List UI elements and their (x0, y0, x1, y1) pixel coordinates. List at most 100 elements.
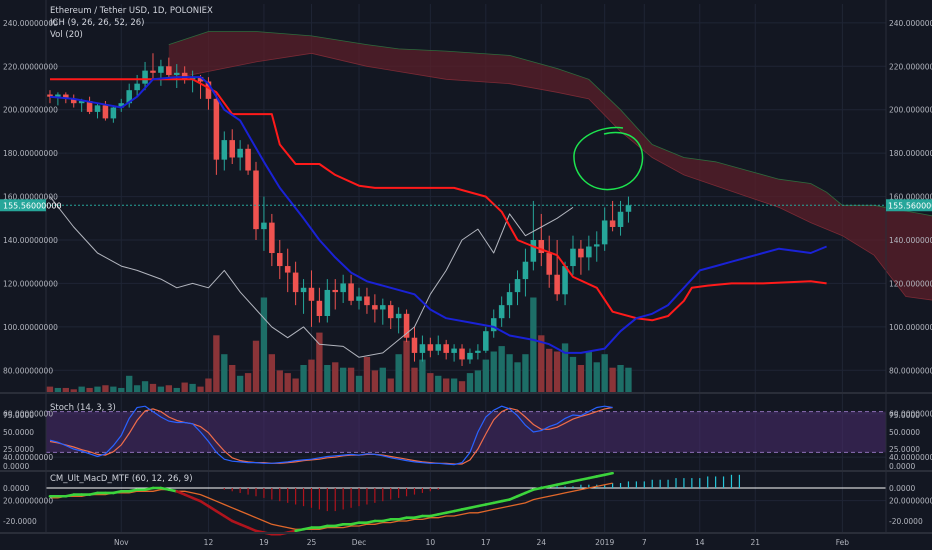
price-tick-label: 60.00000000 (3, 410, 53, 419)
macd-pane[interactable] (46, 471, 886, 536)
macd-line-segment (547, 483, 559, 488)
candle-body (134, 83, 140, 91)
volume-bar (173, 387, 180, 392)
candle-body (443, 344, 449, 353)
macd-line-segment (143, 486, 155, 491)
candle-body (546, 253, 552, 275)
volume-bar (482, 359, 489, 392)
macd-line-segment (508, 494, 519, 501)
candle-body (269, 222, 275, 254)
candle-body (490, 318, 497, 332)
volume-bar (577, 365, 585, 392)
macd-line-segment (516, 491, 527, 498)
date-tick-label: 25 (307, 538, 317, 547)
candle-body (78, 101, 85, 104)
stochastic-legend[interactable]: Stoch (14, 3, 3) (50, 403, 116, 413)
macd-line-segment (333, 522, 345, 528)
candle-body (411, 337, 418, 353)
price-badge-right-text: 155.56000000 (888, 201, 932, 210)
candle-body (380, 305, 386, 310)
volume-bar (126, 375, 133, 392)
macd-line-segment (468, 504, 480, 510)
volume-bar (490, 351, 497, 392)
price-badge-left-text: 155.56000000 (3, 201, 62, 210)
candle-body (435, 344, 442, 351)
candle-body (625, 205, 632, 212)
volume-bar (284, 373, 291, 392)
price-badge: 155.56000000 155.56000000 (0, 199, 932, 212)
date-tick-label: 17 (481, 538, 491, 547)
candle-body (189, 77, 196, 80)
price-tick-label: 160.00000000 (889, 193, 932, 202)
macd-line-segment (452, 508, 464, 513)
macd-line-segment (199, 499, 210, 508)
candle-body (617, 211, 624, 227)
candle-body (261, 222, 267, 230)
price-pane[interactable] (46, 31, 932, 393)
candle-body (586, 246, 592, 258)
macd-line-segment (476, 503, 488, 508)
macd-legend[interactable]: CM_Ult_MacD_MTF (60, 12, 26, 9) (50, 474, 193, 484)
macd-tick-label: 0.0000 (889, 484, 915, 493)
price-tick-label: 220.00000000 (3, 62, 58, 71)
volume-bar (292, 378, 299, 392)
candle-body (451, 348, 457, 353)
symbol-title[interactable]: Ethereum / Tether USD, 1D, POLONIEX (50, 6, 213, 16)
volume-bar (474, 370, 482, 392)
pane-separators (0, 0, 932, 534)
candle-body (403, 313, 410, 338)
macd-line-segment (175, 489, 186, 496)
volume-legend[interactable]: Vol (20) (50, 30, 83, 40)
macd-tick-label: 0.0000 (3, 484, 29, 493)
ichimoku-legend[interactable]: ICH (9, 26, 26, 52, 26) (50, 18, 144, 28)
volume-bar (252, 340, 260, 392)
macd-line-segment (603, 471, 614, 477)
candle-body (55, 94, 61, 97)
volume-bar (165, 385, 172, 392)
axes: 240.00000000 240.00000000 220.00000000 220.… (3, 19, 932, 547)
tenkan-line (49, 76, 827, 354)
volume-bar (236, 375, 244, 392)
price-tick-label: 100.00000000 (889, 323, 932, 332)
macd-line-segment (539, 485, 551, 490)
volume-bar (601, 354, 608, 392)
candle-body (387, 305, 394, 319)
volume-bar (260, 297, 268, 392)
macd-line-segment (579, 476, 591, 482)
candle-body (47, 94, 53, 97)
stochastic-lines (49, 405, 613, 466)
volume-bar (585, 351, 592, 392)
volume-bar (276, 370, 283, 392)
macd-line-segment (207, 504, 218, 513)
volume-bar (522, 354, 529, 392)
volume-bar (157, 386, 165, 392)
volume-bar (316, 332, 323, 392)
volume-bar (340, 367, 347, 392)
candle-body (522, 261, 529, 280)
volume-bar (46, 386, 54, 392)
kijun-line (50, 78, 827, 322)
volume-bar (458, 381, 466, 392)
candle-body (308, 287, 315, 301)
volume-bar (617, 365, 624, 392)
volume-bar (609, 367, 616, 392)
macd-line-segment (436, 511, 448, 516)
stochastic-pane[interactable] (46, 405, 886, 466)
candle-body (427, 344, 434, 351)
volume-bar (70, 389, 77, 392)
macd-line-segment (302, 526, 313, 531)
volume-bar (403, 340, 410, 392)
macd-lines (48, 471, 614, 536)
date-tick-label: 14 (695, 538, 705, 547)
volume-bar (181, 382, 188, 392)
volume-bar (450, 378, 458, 392)
macd-line-segment (571, 478, 583, 483)
candle-body (332, 289, 339, 293)
price-tick-label: 180.00000000 (3, 149, 58, 158)
volume-bar (78, 386, 85, 392)
macd-line-segment (230, 519, 242, 526)
cloud-span-b (168, 52, 932, 301)
candle-body (538, 240, 545, 254)
macd-line-segment (397, 516, 408, 521)
